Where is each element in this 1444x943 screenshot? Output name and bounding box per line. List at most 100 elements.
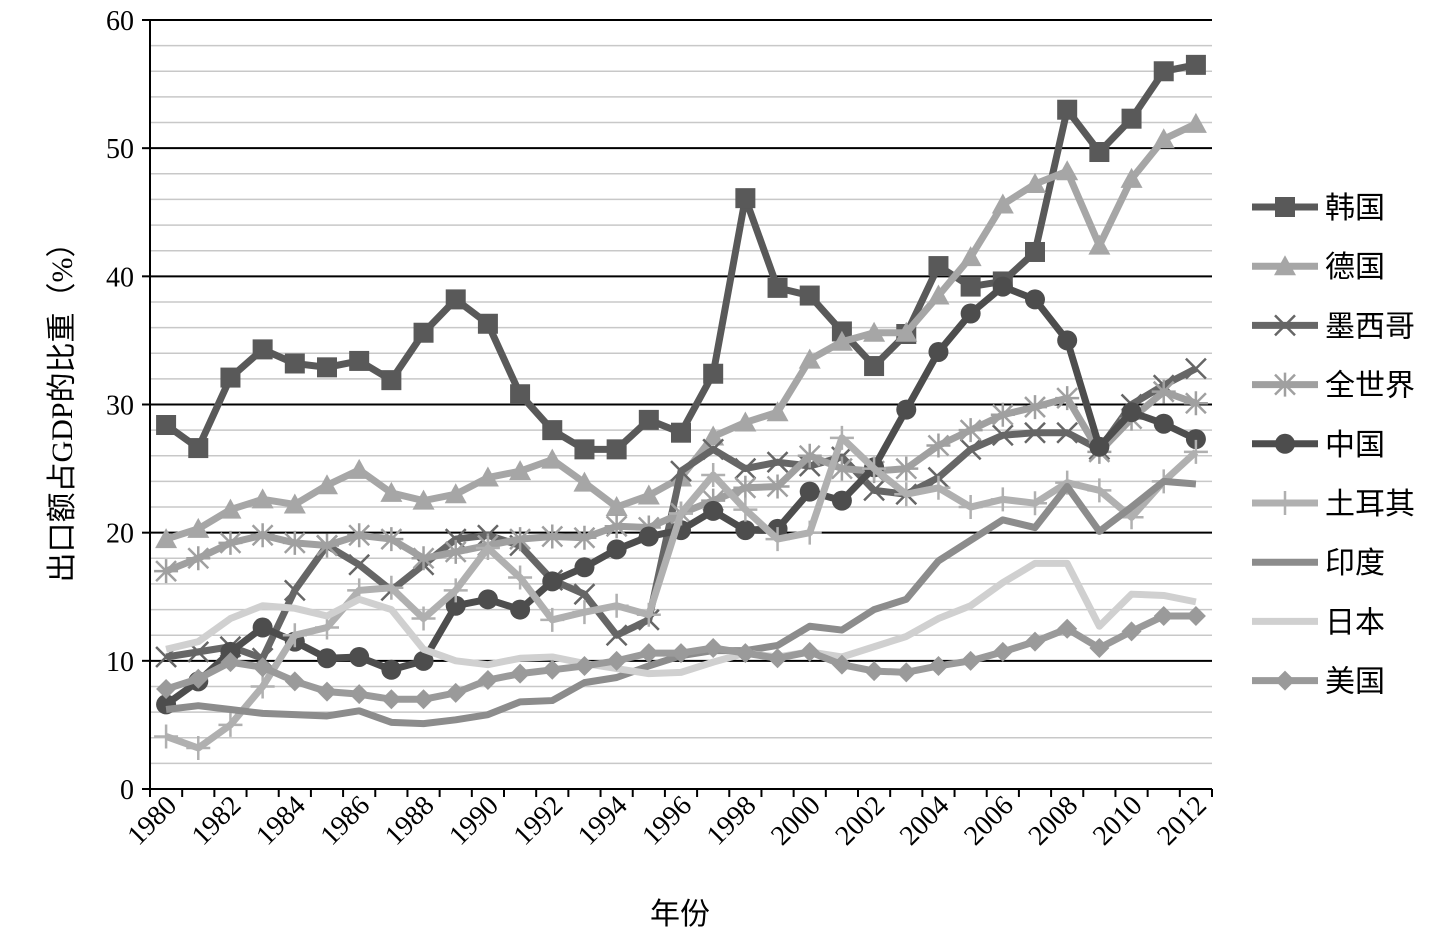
marker [348, 553, 371, 576]
marker [928, 341, 949, 362]
marker [1121, 621, 1142, 642]
marker [862, 456, 887, 481]
marker [1120, 167, 1143, 188]
series [165, 559, 1197, 678]
marker [1153, 61, 1174, 82]
marker [220, 641, 241, 662]
marker [381, 689, 402, 710]
marker [1274, 314, 1296, 337]
marker [1056, 160, 1079, 181]
marker [1153, 413, 1174, 434]
x-tick-label: 1990 [443, 790, 505, 852]
marker [1273, 372, 1297, 397]
legend-item: 土耳其 [1252, 488, 1415, 521]
x-tick-label: 1998 [701, 790, 763, 852]
marker [1025, 289, 1045, 310]
series [156, 54, 1206, 460]
legend-item: 全世界 [1252, 370, 1415, 403]
marker [572, 525, 597, 550]
marker [315, 533, 339, 558]
marker [701, 462, 726, 487]
marker [1024, 173, 1046, 194]
marker [829, 456, 854, 481]
marker [413, 650, 434, 671]
marker [284, 353, 305, 374]
marker [445, 595, 466, 616]
marker [895, 321, 918, 342]
marker [958, 495, 983, 520]
legend-item: 日本 [1252, 606, 1385, 639]
marker [799, 641, 820, 662]
marker [186, 546, 211, 571]
y-tick-label: 0 [120, 775, 134, 806]
marker [379, 575, 404, 600]
legend-item: 印度 [1252, 547, 1385, 580]
marker [284, 671, 305, 692]
marker [283, 579, 306, 602]
legend-label: 中国 [1325, 429, 1385, 462]
marker [411, 606, 436, 631]
marker [604, 593, 629, 618]
marker [605, 496, 628, 517]
marker [990, 487, 1015, 512]
marker [381, 370, 402, 391]
marker [317, 357, 337, 378]
marker [510, 384, 531, 405]
marker [218, 712, 243, 737]
marker [508, 565, 533, 590]
legend-label: 美国 [1325, 666, 1385, 699]
marker [831, 654, 852, 675]
marker [542, 659, 563, 680]
marker [765, 527, 790, 552]
x-tick-label: 2008 [1023, 790, 1085, 852]
marker [638, 409, 659, 430]
marker [703, 500, 724, 521]
series [156, 605, 1206, 710]
marker [188, 438, 209, 459]
marker [443, 539, 468, 564]
marker [1185, 54, 1206, 75]
legend-label: 土耳其 [1325, 488, 1415, 521]
marker [733, 497, 758, 522]
marker [155, 528, 178, 549]
marker [1089, 436, 1110, 457]
marker [252, 617, 273, 638]
legend-label: 韩国 [1325, 192, 1385, 225]
marker [218, 530, 243, 555]
marker [735, 188, 756, 209]
y-tick-label: 40 [106, 262, 134, 293]
marker [703, 363, 724, 384]
marker [188, 668, 209, 689]
marker [669, 501, 693, 526]
marker [767, 648, 788, 669]
marker [252, 657, 273, 678]
marker [445, 682, 466, 703]
marker [186, 735, 211, 760]
marker [251, 488, 274, 509]
marker [960, 650, 981, 671]
marker [958, 418, 983, 443]
marker [510, 663, 531, 684]
marker [317, 648, 337, 669]
marker [315, 615, 339, 640]
marker [797, 520, 822, 545]
marker [510, 599, 531, 620]
marker [671, 643, 691, 664]
marker [1274, 255, 1296, 276]
marker [445, 289, 466, 310]
marker [540, 524, 565, 549]
marker [1089, 142, 1110, 163]
marker [381, 659, 402, 680]
marker [1088, 234, 1111, 255]
marker [926, 475, 951, 500]
marker [928, 256, 949, 277]
marker [540, 607, 565, 632]
marker [477, 670, 498, 691]
marker [443, 578, 468, 603]
marker [991, 424, 1014, 447]
marker [798, 348, 821, 369]
marker [799, 285, 820, 306]
legend-label: 日本 [1325, 606, 1385, 639]
marker [154, 724, 179, 749]
x-tick-label: 2002 [830, 790, 892, 852]
